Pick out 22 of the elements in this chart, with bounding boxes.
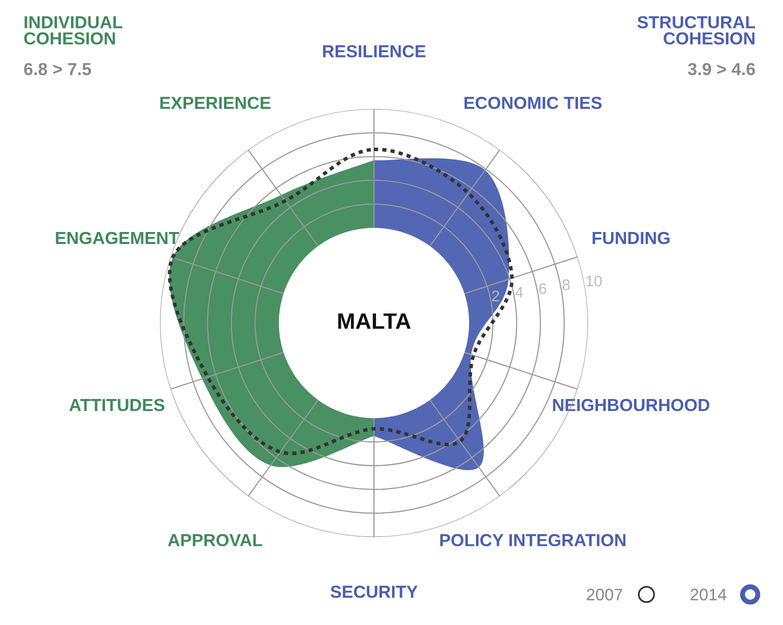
text: STRUCTURAL COHESION bbox=[637, 16, 756, 45]
spoke-label: NEIGHBOURHOOD bbox=[553, 398, 710, 412]
y-tick-label: 8 bbox=[562, 279, 570, 290]
text: 6.8 > 7.5 bbox=[24, 62, 92, 76]
text: 3.9 > 4.6 bbox=[688, 62, 755, 76]
spoke-label: APPROVAL bbox=[168, 534, 262, 546]
y-tick-label: 6 bbox=[539, 283, 546, 294]
spoke-label: SECURITY bbox=[330, 586, 418, 598]
spoke-label: ENGAGEMENT bbox=[56, 232, 180, 244]
spoke-label: RESILIENCE bbox=[323, 45, 426, 58]
spoke-label: POLICY INTEGRATION bbox=[440, 534, 626, 546]
y-tick-label: 2 bbox=[492, 290, 500, 302]
legend-label: 2007 bbox=[586, 588, 622, 600]
spoke-label: EXPERIENCE bbox=[160, 96, 270, 110]
spoke-label: ECONOMIC TIES bbox=[464, 96, 602, 110]
spoke-label: ATTITUDES bbox=[69, 398, 164, 412]
y-tick-label: 10 bbox=[586, 276, 602, 287]
text: INDIVIDUAL COHESION bbox=[24, 16, 122, 45]
legend-label: 2014 bbox=[690, 588, 726, 600]
spoke-label: FUNDING bbox=[592, 232, 670, 244]
y-tick-label: 4 bbox=[515, 287, 523, 298]
text: MALTA bbox=[338, 313, 411, 329]
